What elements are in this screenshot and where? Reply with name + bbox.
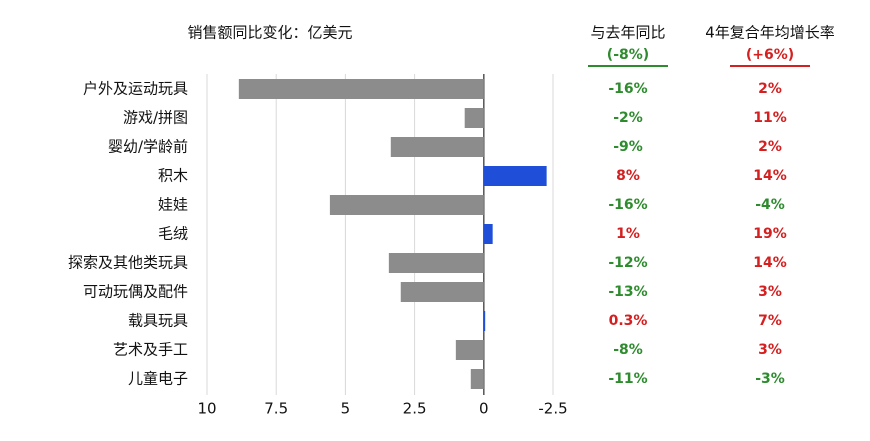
y-tick-label: 探索及其他类玩具 xyxy=(68,254,188,272)
column-title: 4年复合年均增长率 xyxy=(705,24,835,42)
y-tick-label: 娃娃 xyxy=(158,196,188,214)
column-label: 3% xyxy=(758,342,782,358)
y-tick-label: 户外及运动玩具 xyxy=(83,80,188,98)
bar xyxy=(388,253,484,273)
y-tick-label: 婴幼/学龄前 xyxy=(108,138,188,156)
column-label: -4% xyxy=(755,197,785,213)
column-label: -8% xyxy=(613,342,643,358)
column-label: 11% xyxy=(753,110,787,126)
column-label: -13% xyxy=(608,284,647,300)
column-label: 2% xyxy=(758,81,782,97)
column-subtitle: (+6%) xyxy=(746,47,794,63)
column-label: -12% xyxy=(608,255,647,271)
y-tick-label: 可动玩偶及配件 xyxy=(83,283,188,301)
bar xyxy=(464,108,484,128)
column-label: -11% xyxy=(608,371,647,387)
bar xyxy=(455,340,484,360)
bar xyxy=(390,137,484,157)
column-label: -16% xyxy=(608,197,647,213)
column-label: 7% xyxy=(758,313,782,329)
column-label: 19% xyxy=(753,226,787,242)
column-label: -9% xyxy=(613,139,643,155)
bar xyxy=(483,224,493,244)
bar xyxy=(238,79,484,99)
x-tick-label: 7.5 xyxy=(264,400,288,418)
x-tick-label: 0 xyxy=(479,400,489,418)
column-label: 1% xyxy=(616,226,640,242)
bar xyxy=(483,166,547,186)
y-tick-label: 游戏/拼图 xyxy=(123,109,188,127)
y-tick-label: 毛绒 xyxy=(158,225,188,243)
column-title: 与去年同比 xyxy=(590,24,665,42)
column-label: 2% xyxy=(758,139,782,155)
y-tick-label: 积木 xyxy=(158,167,188,185)
column-label: 14% xyxy=(753,168,787,184)
column-label: -16% xyxy=(608,81,647,97)
x-tick-label: 2.5 xyxy=(403,400,427,418)
column-subtitle: (-8%) xyxy=(607,47,649,63)
bar xyxy=(400,282,484,302)
column-label: -2% xyxy=(613,110,643,126)
x-tick-label: -2.5 xyxy=(538,400,567,418)
y-tick-label: 艺术及手工 xyxy=(113,341,188,359)
column-label: 14% xyxy=(753,255,787,271)
column-label: 0.3% xyxy=(609,313,648,329)
chart-title: 销售额同比变化：亿美元 xyxy=(187,24,352,42)
bar xyxy=(329,195,484,215)
x-tick-label: 10 xyxy=(197,400,216,418)
x-tick-label: 5 xyxy=(341,400,351,418)
y-tick-label: 儿童电子 xyxy=(128,370,188,388)
column-label: -3% xyxy=(755,371,785,387)
bar xyxy=(483,311,486,331)
column-label: 3% xyxy=(758,284,782,300)
bar xyxy=(470,369,484,389)
y-tick-label: 载具玩具 xyxy=(128,312,188,330)
column-label: 8% xyxy=(616,168,640,184)
